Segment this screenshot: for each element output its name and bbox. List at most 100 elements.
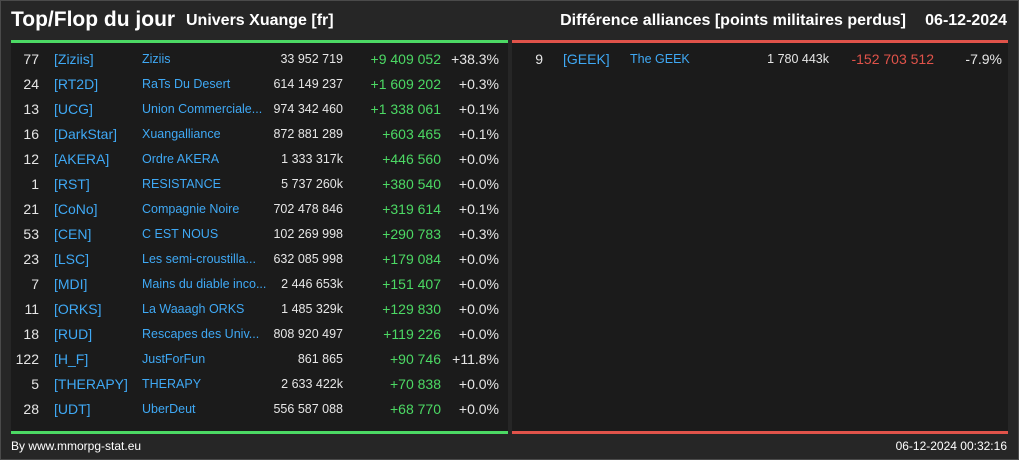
- alliance-tag-link[interactable]: [MDI]: [54, 276, 88, 292]
- points-cell: 1 780 443k: [767, 52, 829, 66]
- diff-cell: +129 830: [382, 301, 441, 317]
- alliance-tag-link[interactable]: [H_F]: [54, 351, 89, 367]
- points-cell: 5 737 260k: [281, 177, 343, 191]
- percent-cell: +0.1%: [458, 126, 499, 142]
- alliance-tag-link[interactable]: [LSC]: [54, 251, 90, 267]
- points-cell: 632 085 998: [273, 252, 343, 266]
- universe-label: Univers Xuange [fr]: [186, 12, 334, 29]
- page-title: Top/Flop du jour: [11, 8, 176, 31]
- alliance-name-link[interactable]: The GEEK: [630, 52, 690, 66]
- alliance-name-link[interactable]: Ziziis: [142, 52, 171, 66]
- points-cell: 614 149 237: [273, 77, 343, 91]
- alliance-name-link[interactable]: Mains du diable inco...: [142, 277, 267, 291]
- table-row: 28 [UDT] UberDeut 556 587 088 +68 770 +0.0%: [11, 397, 508, 422]
- percent-cell: -7.9%: [965, 51, 1002, 67]
- percent-cell: +11.8%: [452, 351, 499, 367]
- diff-cell: +290 783: [382, 226, 441, 242]
- rank-cell: 24: [23, 76, 39, 92]
- top-panel: 77 [Ziziis] Ziziis 33 952 719 +9 409 052 +38.…: [11, 40, 508, 434]
- rank-cell: 53: [23, 226, 39, 242]
- alliance-tag-link[interactable]: [UCG]: [54, 101, 93, 117]
- rank-cell: 122: [15, 351, 39, 367]
- points-cell: 1 485 329k: [281, 302, 343, 316]
- diff-cell: +68 770: [390, 401, 441, 417]
- alliance-tag-link[interactable]: [AKERA]: [54, 151, 110, 167]
- percent-cell: +38.3%: [451, 51, 499, 67]
- alliance-tag-link[interactable]: [ORKS]: [54, 301, 102, 317]
- rank-cell: 11: [24, 301, 39, 317]
- points-cell: 102 269 998: [273, 227, 343, 241]
- points-cell: 861 865: [297, 352, 343, 366]
- diff-cell: +119 226: [383, 326, 441, 342]
- table-row: 11 [ORKS] La Waaagh ORKS 1 485 329k +129 830…: [11, 297, 508, 322]
- rank-cell: 1: [31, 176, 39, 192]
- table-row: 23 [LSC] Les semi-croustilla... 632 085 998…: [11, 247, 508, 272]
- table-row: 12 [AKERA] Ordre AKERA 1 333 317k +446 560 +0…: [11, 147, 508, 172]
- table-row: 1 [RST] RESISTANCE 5 737 260k +380 540 +0.0%: [11, 172, 508, 197]
- alliance-name-link[interactable]: Union Commerciale...: [142, 102, 263, 116]
- rank-cell: 16: [23, 126, 39, 142]
- flop-panel: 9 [GEEK] The GEEK 1 780 443k -152 703 512 -7.…: [512, 40, 1008, 434]
- points-cell: 808 920 497: [273, 327, 343, 341]
- alliance-name-link[interactable]: Rescapes des Univ...: [142, 327, 260, 341]
- table-row: 9 [GEEK] The GEEK 1 780 443k -152 703 512 -7.…: [512, 47, 1008, 72]
- alliance-name-link[interactable]: Les semi-croustilla...: [142, 252, 256, 266]
- points-cell: 2 633 422k: [281, 377, 343, 391]
- alliance-tag-link[interactable]: [CEN]: [54, 226, 92, 242]
- rank-cell: 9: [535, 51, 543, 67]
- alliance-tag-link[interactable]: [Ziziis]: [54, 51, 94, 67]
- alliance-name-link[interactable]: Compagnie Noire: [142, 202, 240, 216]
- alliance-tag-link[interactable]: [CoNo]: [54, 201, 98, 217]
- table-row: 5 [THERAPY] THERAPY 2 633 422k +70 838 +0.0%: [11, 372, 508, 397]
- points-cell: 33 952 719: [280, 52, 343, 66]
- points-cell: 2 446 653k: [281, 277, 343, 291]
- alliance-name-link[interactable]: RESISTANCE: [142, 177, 221, 191]
- points-cell: 556 587 088: [273, 402, 343, 416]
- table-row: 16 [DarkStar] Xuangalliance 872 881 289 +603…: [11, 122, 508, 147]
- date-label: 06-12-2024: [925, 12, 1007, 29]
- percent-cell: +0.1%: [458, 201, 499, 217]
- alliance-tag-link[interactable]: [DarkStar]: [54, 126, 118, 142]
- alliance-tag-link[interactable]: [GEEK]: [563, 51, 610, 67]
- percent-cell: +0.0%: [458, 401, 499, 417]
- percent-cell: +0.0%: [458, 276, 499, 292]
- source-credit: By www.mmorpg-stat.eu: [11, 439, 142, 453]
- alliance-name-link[interactable]: La Waaagh ORKS: [142, 302, 245, 316]
- table-row: 77 [Ziziis] Ziziis 33 952 719 +9 409 052 +38.…: [11, 47, 508, 72]
- alliance-name-link[interactable]: RaTs Du Desert: [142, 77, 231, 91]
- diff-cell: +603 465: [382, 126, 441, 142]
- alliance-name-link[interactable]: C EST NOUS: [142, 227, 219, 241]
- table-row: 21 [CoNo] Compagnie Noire 702 478 846 +319 6…: [11, 197, 508, 222]
- table-row: 122 [H_F] JustForFun 861 865 +90 746 +11.8%: [11, 347, 508, 372]
- table-row: 53 [CEN] C EST NOUS 102 269 998 +290 783 +0.3…: [11, 222, 508, 247]
- rank-cell: 12: [23, 151, 39, 167]
- alliance-name-link[interactable]: UberDeut: [142, 402, 196, 416]
- diff-cell: +9 409 052: [370, 51, 441, 67]
- points-cell: 872 881 289: [273, 127, 343, 141]
- alliance-tag-link[interactable]: [UDT]: [54, 401, 91, 417]
- points-cell: 1 333 317k: [281, 152, 343, 166]
- points-cell: 702 478 846: [273, 202, 343, 216]
- rank-cell: 21: [23, 201, 39, 217]
- alliance-tag-link[interactable]: [RUD]: [54, 326, 93, 342]
- table-row: 7 [MDI] Mains du diable inco... 2 446 653k +…: [11, 272, 508, 297]
- percent-cell: +0.0%: [458, 301, 499, 317]
- rank-cell: 5: [31, 376, 39, 392]
- percent-cell: +0.0%: [458, 176, 499, 192]
- percent-cell: +0.0%: [458, 376, 499, 392]
- alliance-name-link[interactable]: Ordre AKERA: [142, 152, 220, 166]
- alliance-name-link[interactable]: Xuangalliance: [142, 127, 221, 141]
- alliance-tag-link[interactable]: [RT2D]: [54, 76, 99, 92]
- percent-cell: +0.0%: [458, 251, 499, 267]
- diff-cell: -152 703 512: [851, 51, 934, 67]
- rank-cell: 77: [23, 51, 39, 67]
- diff-cell: +1 609 202: [370, 76, 441, 92]
- alliance-name-link[interactable]: THERAPY: [142, 377, 202, 391]
- alliance-tag-link[interactable]: [THERAPY]: [54, 376, 128, 392]
- rank-cell: 7: [31, 276, 39, 292]
- category-label: Différence alliances [points militaires …: [560, 12, 906, 29]
- diff-cell: +151 407: [382, 276, 441, 292]
- alliance-tag-link[interactable]: [RST]: [54, 176, 90, 192]
- alliance-name-link[interactable]: JustForFun: [142, 352, 206, 366]
- diff-cell: +1 338 061: [370, 101, 441, 117]
